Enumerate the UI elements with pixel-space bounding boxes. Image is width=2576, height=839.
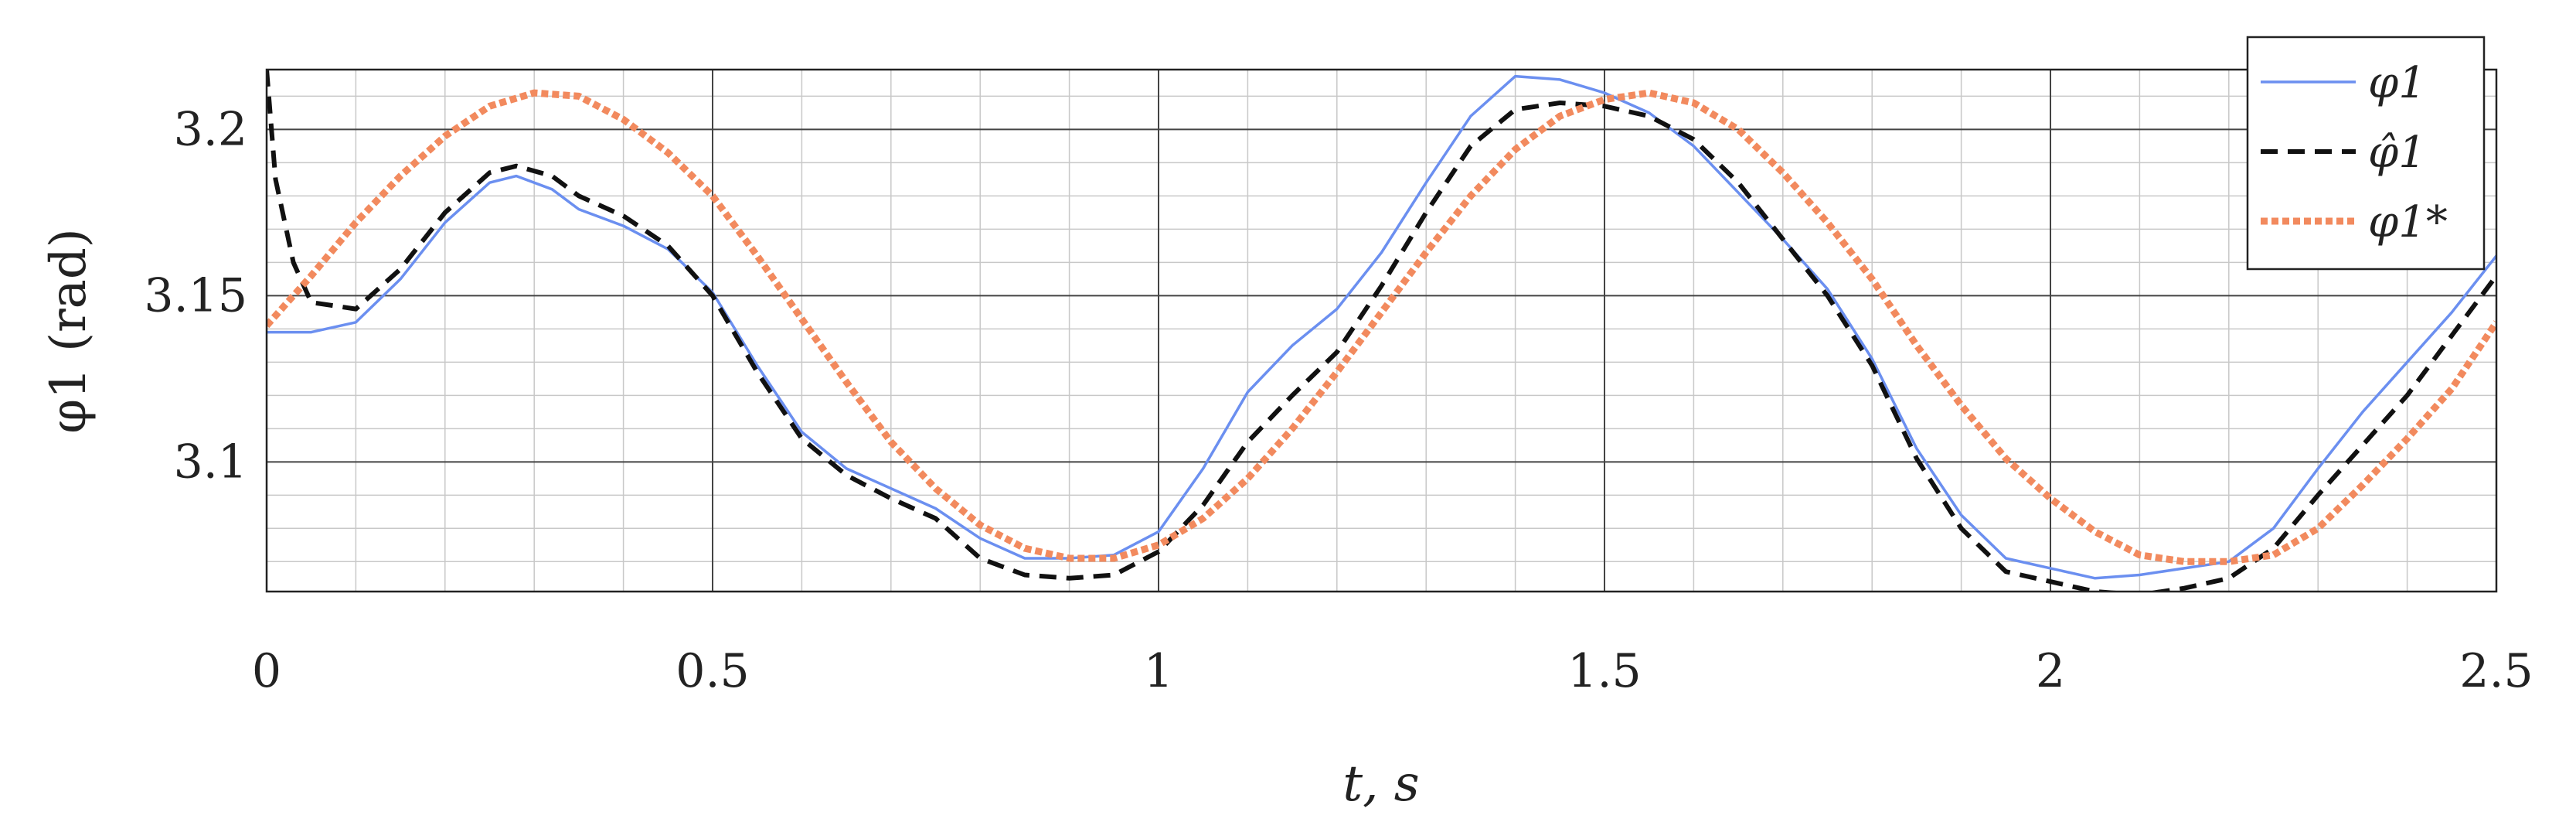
x-axis-ticks: 0 0.5 1 1.5 2 2.5 [252,644,2533,698]
minor-grid [267,70,2496,592]
series-line [267,74,2496,580]
legend: φ1 φ̂1 φ1* [2246,36,2486,271]
x-tick-label: 0 [252,644,281,698]
x-tick-label: 0.5 [675,644,749,698]
series-layer [267,70,2496,592]
x-tick-label: 2.5 [2459,644,2533,698]
legend-box [2246,36,2486,271]
y-tick-label: 3.15 [144,268,247,322]
legend-label: φ1 [2368,58,2426,108]
x-tick-label: 2 [2036,644,2065,698]
x-tick-label: 1 [1144,644,1173,698]
y-tick-label: 3.1 [174,435,247,489]
y-tick-label: 3.2 [174,102,247,156]
plot-area-frame [265,68,2498,593]
y-axis-label: φ1 (rad) [40,228,97,434]
x-axis-label: t, s [1342,755,1419,813]
y-axis-ticks: 3.1 3.15 3.2 [144,102,247,489]
x-tick-label: 1.5 [1567,644,1641,698]
series-line [267,70,2496,592]
legend-label: φ1* [2368,197,2448,247]
legend-label: φ̂1 [2368,128,2426,178]
